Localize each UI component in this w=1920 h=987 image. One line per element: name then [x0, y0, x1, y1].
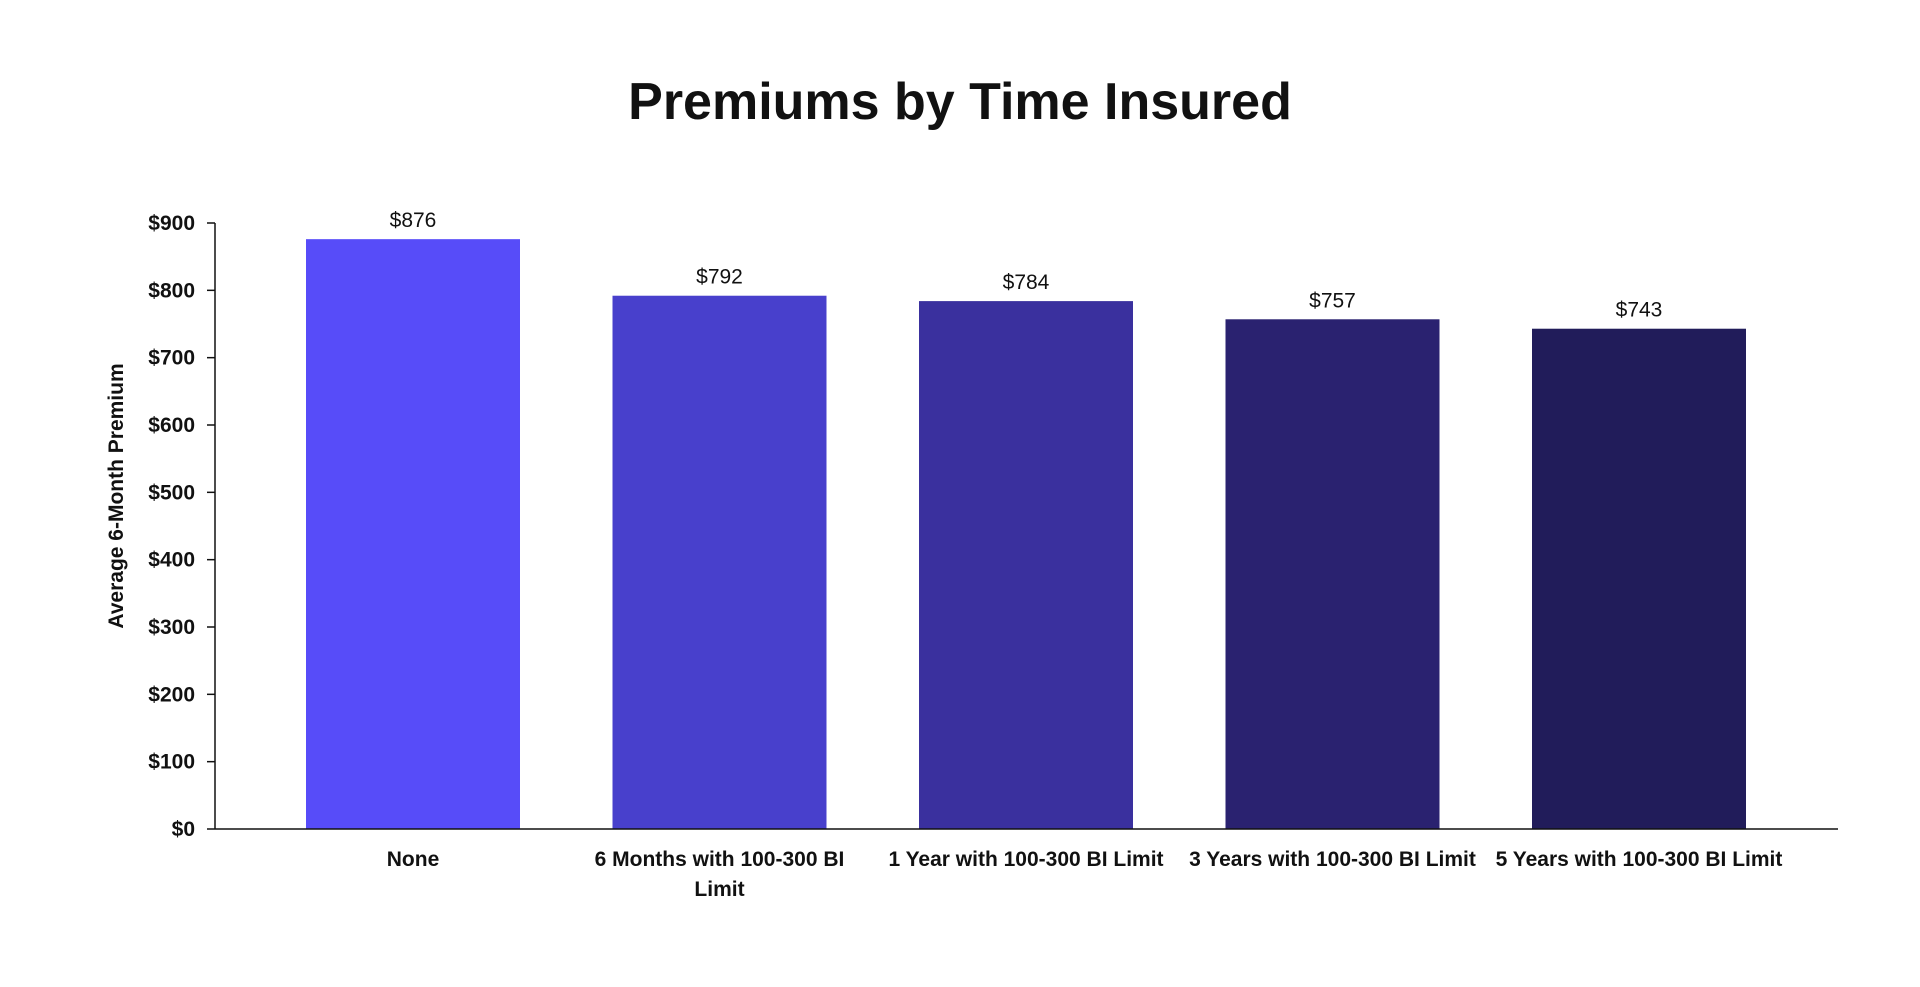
y-tick-label: $0 [172, 818, 195, 841]
data-labels: $876 $792 $784 $757 $743 [390, 209, 1663, 322]
bar [1225, 319, 1440, 829]
y-tick-label: $600 [148, 414, 195, 437]
y-tick-label: $400 [148, 549, 195, 572]
bars [306, 239, 1746, 830]
y-axis-ticks: $0 $100 $200 $300 $400 $500 $600 $700 $800 $900 [148, 212, 215, 841]
x-category-label: 6 Months with 100-300 BI Limit [595, 848, 845, 901]
y-tick-label: $900 [148, 212, 195, 235]
bar [1532, 328, 1746, 829]
x-category-label: 1 Year with 100-300 BI Limit [888, 848, 1163, 871]
bar-value-label: $757 [1309, 289, 1356, 312]
bar-value-label: $743 [1616, 299, 1663, 322]
x-category-label: None [387, 848, 440, 871]
y-tick-label: $200 [148, 683, 195, 706]
x-axis-category-labels: None 6 Months with 100-300 BI Limit 1 Year … [387, 848, 1783, 901]
x-category-label: 5 Years with 100-300 BI Limit [1496, 848, 1783, 871]
bar-value-label: $876 [390, 209, 437, 232]
bar [919, 301, 1133, 829]
y-tick-label: $500 [148, 481, 195, 504]
y-tick-label: $700 [148, 347, 195, 370]
bar [306, 239, 520, 829]
bar-value-label: $784 [1003, 271, 1050, 294]
y-tick-label: $300 [148, 616, 195, 639]
chart-title: Premiums by Time Insured [628, 73, 1292, 131]
bar-value-label: $792 [696, 266, 743, 289]
bar [612, 295, 827, 830]
y-tick-label: $100 [148, 751, 195, 774]
y-axis-title: Average 6-Month Premium [105, 363, 128, 628]
y-tick-label: $800 [148, 279, 195, 302]
x-category-label: 3 Years with 100-300 BI Limit [1189, 848, 1476, 871]
